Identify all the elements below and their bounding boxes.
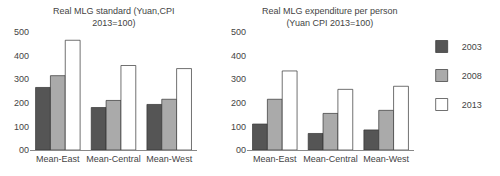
svg-text:Mean-West: Mean-West xyxy=(146,154,192,164)
svg-text:00: 00 xyxy=(19,145,29,155)
svg-text:Real MLG standard (Yuan,CPI201: Real MLG standard (Yuan,CPI2013=100) xyxy=(53,6,175,28)
svg-text:Mean-East: Mean-East xyxy=(36,154,80,164)
svg-text:400: 400 xyxy=(14,51,29,61)
svg-text:300: 300 xyxy=(14,74,29,84)
svg-text:100: 100 xyxy=(231,122,246,132)
svg-text:500: 500 xyxy=(14,27,29,37)
svg-text:2003: 2003 xyxy=(462,42,482,52)
svg-text:00: 00 xyxy=(236,145,246,155)
svg-text:300: 300 xyxy=(231,74,246,84)
svg-text:200: 200 xyxy=(14,98,29,108)
svg-text:400: 400 xyxy=(231,51,246,61)
svg-text:200: 200 xyxy=(231,98,246,108)
svg-text:500: 500 xyxy=(231,27,246,37)
svg-text:Mean-West: Mean-West xyxy=(363,154,409,164)
svg-text:2008: 2008 xyxy=(462,71,482,81)
svg-text:2013: 2013 xyxy=(462,100,482,110)
svg-text:Real MLG expenditure per perso: Real MLG expenditure per person(Yuan CPI… xyxy=(262,6,398,28)
svg-text:Mean-Central: Mean-Central xyxy=(303,154,358,164)
svg-text:Mean-East: Mean-East xyxy=(253,154,297,164)
svg-text:100: 100 xyxy=(14,122,29,132)
svg-text:Mean-Central: Mean-Central xyxy=(86,154,141,164)
